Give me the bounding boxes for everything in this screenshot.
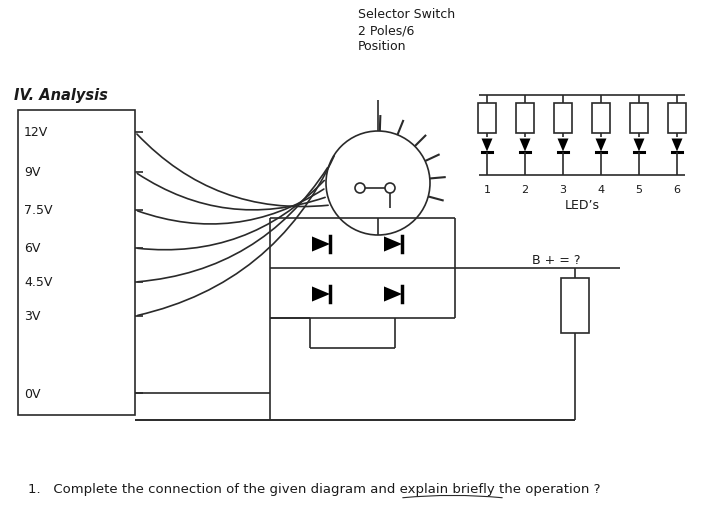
Bar (668, 103, 686, 133)
Bar (18, 110, 135, 415)
Bar (561, 278, 589, 333)
Text: 4.5V: 4.5V (24, 277, 52, 289)
Polygon shape (520, 139, 531, 151)
Text: 6: 6 (674, 185, 680, 195)
Polygon shape (384, 286, 402, 302)
Text: LED’s: LED’s (564, 199, 600, 212)
Bar (592, 103, 610, 133)
Polygon shape (595, 139, 606, 151)
Bar (478, 103, 496, 133)
Text: 6V: 6V (24, 242, 40, 256)
Text: 3: 3 (559, 185, 567, 195)
Bar (516, 103, 534, 133)
Polygon shape (312, 286, 330, 302)
Text: 1.   Complete the connection of the given diagram and explain briefly the operat: 1. Complete the connection of the given … (28, 483, 600, 496)
Text: 12V: 12V (24, 126, 48, 140)
Polygon shape (633, 139, 644, 151)
Text: Selector Switch: Selector Switch (358, 8, 455, 21)
Text: 2 Poles/6: 2 Poles/6 (358, 24, 414, 37)
Text: 7.5V: 7.5V (24, 205, 52, 217)
Text: 4: 4 (597, 185, 605, 195)
Polygon shape (557, 139, 569, 151)
Text: 2: 2 (521, 185, 528, 195)
Bar (554, 103, 572, 133)
Text: 5: 5 (636, 185, 643, 195)
Polygon shape (384, 236, 402, 252)
Text: Position: Position (358, 40, 406, 53)
Text: IV. Analysis: IV. Analysis (14, 88, 108, 103)
Polygon shape (312, 236, 330, 252)
Text: 0V: 0V (24, 388, 40, 400)
Bar (630, 103, 648, 133)
Text: B + = ?: B + = ? (532, 254, 580, 267)
Text: 9V: 9V (24, 167, 40, 179)
Text: 3V: 3V (24, 311, 40, 324)
Polygon shape (482, 139, 493, 151)
Text: 1: 1 (483, 185, 490, 195)
Circle shape (326, 131, 430, 235)
Polygon shape (672, 139, 682, 151)
